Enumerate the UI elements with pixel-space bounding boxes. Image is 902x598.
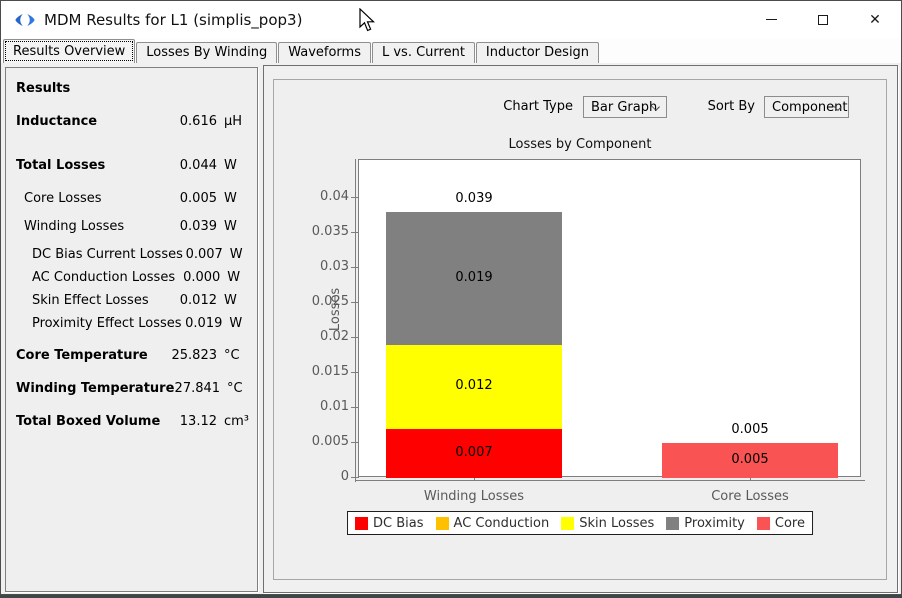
legend-label: DC Bias	[373, 515, 424, 531]
row-total-losses: Total Losses 0.044 W	[16, 158, 237, 173]
legend-label: AC Conduction	[453, 515, 550, 531]
legend-swatch-icon	[355, 516, 369, 530]
row-core-temperature: Core Temperature 25.823 °C	[16, 348, 240, 363]
maximize-button[interactable]	[797, 1, 849, 38]
row-winding-losses: Winding Losses 0.039 W	[24, 219, 237, 234]
chart-frame: Chart Type Bar Graph Sort By Component L…	[273, 79, 887, 580]
legend-swatch-icon	[666, 516, 680, 530]
legend-item: DC Bias	[355, 516, 424, 531]
window-title: MDM Results for L1 (simplis_pop3)	[44, 10, 303, 29]
minimize-icon	[765, 19, 777, 20]
row-inductance: Inductance 0.616 µH	[16, 114, 243, 129]
chart-type-label: Chart Type	[503, 99, 573, 114]
chart-type-value: Bar Graph	[591, 99, 658, 115]
tab-losses-by-winding[interactable]: Losses By Winding	[136, 42, 278, 63]
chart-legend: DC Bias AC Conduction Skin Losses Proximity…	[347, 511, 813, 535]
legend-item: Skin Losses	[561, 516, 654, 531]
close-icon: ✕	[869, 11, 881, 28]
row-core-losses: Core Losses 0.005 W	[24, 191, 237, 206]
chart-panel: Chart Type Bar Graph Sort By Component L…	[263, 65, 898, 593]
legend-swatch-icon	[561, 516, 575, 530]
row-proximity-effect-losses: Proximity Effect Losses 0.019 W	[32, 316, 243, 331]
row-winding-temperature: Winding Temperature 27.841 °C	[16, 381, 243, 396]
close-button[interactable]: ✕	[849, 1, 901, 38]
legend-item: Proximity	[666, 516, 745, 531]
legend-label: Skin Losses	[579, 515, 655, 531]
window-bottom-edge	[0, 595, 902, 598]
sort-by-value: Component	[772, 99, 848, 115]
row-ac-conduction-losses: AC Conduction Losses 0.000 W	[32, 270, 241, 285]
legend-item: Core	[756, 515, 805, 531]
mouse-cursor	[359, 8, 376, 32]
bar-chart-plot: 0 0.005 0.01 0.015 0.02 0.025 0.03 0.035 0.04 0.0…	[312, 159, 865, 504]
title-bar: MDM Results for L1 (simplis_pop3) ✕	[1, 1, 901, 38]
results-heading: Results	[16, 81, 71, 96]
results-panel: Results Inductance 0.616 µH Total Losses 0.…	[5, 67, 258, 592]
minimize-button[interactable]	[745, 1, 797, 38]
maximize-icon	[818, 14, 828, 25]
sort-by-select[interactable]: Component	[764, 96, 849, 118]
legend-item: AC Conduction	[435, 515, 550, 531]
chart-type-select[interactable]: Bar Graph	[583, 96, 667, 118]
sort-by-label: Sort By	[707, 99, 755, 114]
legend-label: Proximity	[684, 515, 745, 531]
row-dc-bias-losses: DC Bias Current Losses 0.007 W	[32, 247, 243, 262]
legend-swatch-icon	[756, 516, 770, 530]
legend-label: Core	[774, 515, 805, 531]
chart-title: Losses by Component	[508, 137, 652, 152]
tab-waveforms[interactable]: Waveforms	[278, 42, 371, 63]
legend-swatch-icon	[435, 516, 449, 530]
tab-inductor-design[interactable]: Inductor Design	[475, 42, 600, 63]
row-total-boxed-volume: Total Boxed Volume 13.12 cm³	[16, 414, 250, 429]
tab-results-overview[interactable]: Results Overview	[3, 39, 136, 63]
simetrix-arrows-icon	[15, 13, 35, 26]
content-area: Results Inductance 0.616 µH Total Losses 0.…	[1, 63, 901, 594]
row-skin-effect-losses: Skin Effect Losses 0.012 W	[32, 293, 237, 308]
tab-l-vs-current[interactable]: L vs. Current	[371, 42, 475, 63]
tab-strip: Results Overview Losses By Winding Wavef…	[1, 38, 901, 63]
